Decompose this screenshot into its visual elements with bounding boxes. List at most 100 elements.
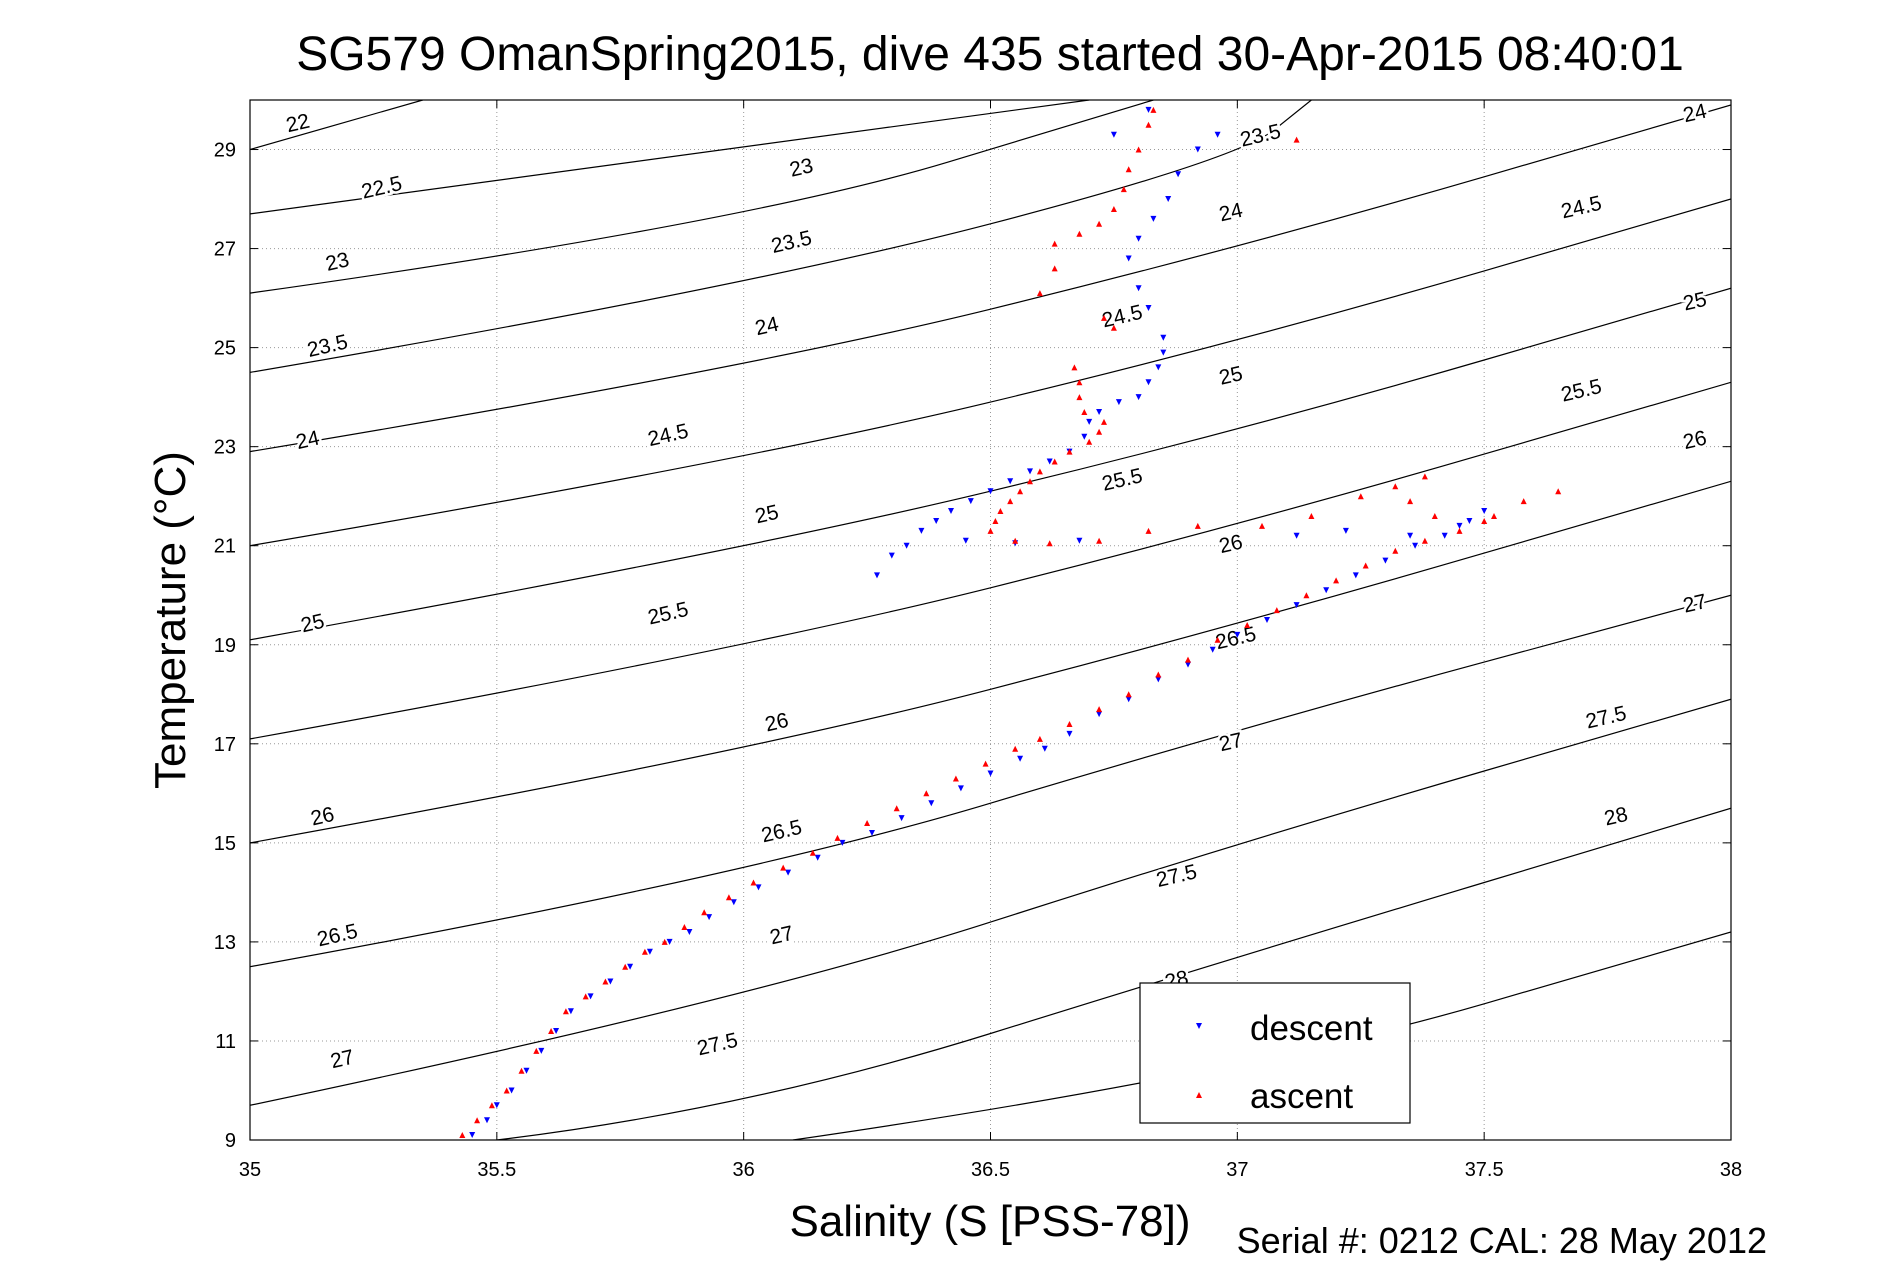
ascent-point xyxy=(1214,636,1221,643)
descent-point xyxy=(1456,522,1463,529)
y-tick-label: 27 xyxy=(214,239,236,261)
ascent-point xyxy=(1125,166,1132,173)
y-tick-label: 17 xyxy=(214,734,236,756)
descent-point xyxy=(948,508,954,514)
descent-point xyxy=(785,869,792,876)
ascent-point xyxy=(533,1047,540,1054)
legend-ascent-marker xyxy=(1196,1092,1202,1098)
ascent-point xyxy=(864,820,871,826)
descent-point xyxy=(646,948,653,955)
descent-point xyxy=(469,1132,476,1138)
ascent-point xyxy=(548,1028,555,1034)
descent-point xyxy=(874,572,880,579)
ascent-point xyxy=(1293,136,1300,143)
isopycnal-line xyxy=(250,480,1731,844)
ascent-point xyxy=(701,909,708,916)
legend-ascent-label: ascent xyxy=(1250,1077,1353,1116)
ascent-point xyxy=(1012,537,1019,544)
descent-point xyxy=(1155,364,1162,371)
ascent-point xyxy=(459,1132,466,1138)
descent-point xyxy=(888,552,895,559)
ascent-point xyxy=(1194,522,1201,529)
y-tick-label: 21 xyxy=(214,536,236,558)
ascent-point xyxy=(809,849,816,856)
isopycnal-line xyxy=(250,100,1154,294)
isopycnal-line xyxy=(250,381,1731,740)
descent-point xyxy=(1027,468,1033,475)
x-tick-label: 36 xyxy=(733,1159,755,1181)
ascent-point xyxy=(1081,409,1088,415)
ascent-point xyxy=(992,518,999,524)
descent-point xyxy=(1175,171,1182,178)
ascent-point xyxy=(1027,478,1033,485)
ascent-point xyxy=(474,1117,481,1124)
ascent-point xyxy=(1392,547,1399,554)
isopycnal-line xyxy=(250,698,1731,1106)
y-tick-label: 19 xyxy=(214,635,236,657)
ascent-point xyxy=(750,879,757,886)
descent-point xyxy=(898,815,905,822)
descent-point xyxy=(1086,418,1093,425)
ascent-point xyxy=(923,790,930,797)
x-tick-label: 37 xyxy=(1226,1159,1248,1181)
ascent-point xyxy=(1051,458,1058,465)
descent-point xyxy=(1160,334,1167,341)
ascent-point xyxy=(562,1008,569,1015)
descent-point xyxy=(1342,527,1349,534)
descent-point xyxy=(1441,532,1448,539)
descent-point xyxy=(607,978,614,985)
ascent-point xyxy=(1051,240,1058,247)
descent-point xyxy=(1096,711,1103,718)
descent-point xyxy=(706,914,713,921)
ascent-point xyxy=(1421,473,1428,480)
ascent-point xyxy=(1101,314,1107,321)
ascent-point xyxy=(1135,146,1142,153)
ascent-point xyxy=(582,993,589,1000)
ascent-point xyxy=(1303,592,1310,599)
descent-point xyxy=(1293,532,1300,539)
descent-point xyxy=(567,1008,574,1015)
serial-cal-footer: Serial #: 0212 CAL: 28 May 2012 xyxy=(1237,1220,1767,1261)
descent-point xyxy=(523,1067,530,1074)
descent-point xyxy=(1066,730,1073,737)
ascent-point xyxy=(1145,121,1152,128)
descent-point xyxy=(1481,508,1488,514)
descent-point xyxy=(1165,196,1172,202)
descent-point xyxy=(1160,349,1167,356)
ascent-point xyxy=(1036,735,1043,742)
descent-point xyxy=(553,1028,560,1034)
ascent-point xyxy=(641,948,648,955)
ascent-point xyxy=(1086,438,1093,445)
ascent-point xyxy=(1185,656,1191,663)
descent-point xyxy=(730,899,737,906)
ascent-point xyxy=(518,1067,525,1074)
ascent-point xyxy=(622,963,629,970)
ascent-point xyxy=(997,508,1004,514)
ascent-point xyxy=(1481,518,1488,524)
ascent-point xyxy=(1110,206,1117,212)
isopycnal-line xyxy=(250,287,1731,641)
ascent-point xyxy=(488,1102,495,1109)
isopycnal-line xyxy=(250,198,1731,547)
ascent-point xyxy=(1407,498,1414,505)
axis-ticks: 35 35.5 36 36.5 37 37.5 38 9 11 13 15 17 19 21 23 25 27 2… xyxy=(214,100,1742,1181)
ascent-point xyxy=(1096,706,1103,713)
descent-point xyxy=(1115,399,1122,406)
descent-point xyxy=(1194,146,1201,153)
chart-title: SG579 OmanSpring2015, dive 435 started 3… xyxy=(296,28,1684,81)
legend: descent ascent xyxy=(1139,982,1411,1124)
descent-point xyxy=(918,527,925,534)
descent-point xyxy=(1125,255,1132,262)
legend-box xyxy=(1139,982,1411,1124)
descent-point xyxy=(1185,661,1191,668)
descent-point xyxy=(686,929,693,935)
isopycnal-line xyxy=(250,104,1731,453)
ascent-point xyxy=(1308,513,1315,519)
descent-point xyxy=(1407,532,1414,539)
descent-point xyxy=(1145,305,1152,311)
ascent-point xyxy=(1150,106,1157,113)
ascent-point xyxy=(1155,671,1162,678)
descent-point xyxy=(508,1087,515,1094)
descent-point xyxy=(987,770,994,777)
